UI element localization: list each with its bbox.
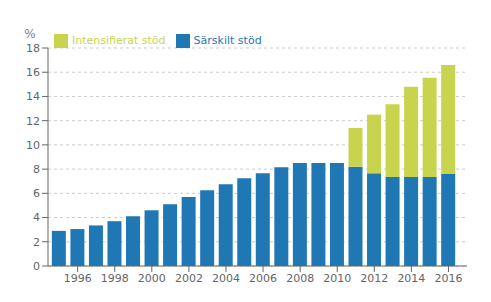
html-text:Intensifierat stöd: Intensifierat stöd bbox=[72, 34, 166, 47]
svg-text:14: 14 bbox=[26, 90, 40, 103]
svg-text:2006: 2006 bbox=[249, 272, 277, 285]
svg-text:2016: 2016 bbox=[434, 272, 462, 285]
svg-text:1996: 1996 bbox=[64, 272, 92, 285]
svg-text:2010: 2010 bbox=[323, 272, 351, 285]
svg-text:4: 4 bbox=[33, 211, 40, 224]
html-text:Särskilt stöd: Särskilt stöd bbox=[193, 34, 262, 47]
svg-text:6: 6 bbox=[33, 187, 40, 200]
svg-text:0: 0 bbox=[33, 260, 40, 273]
svg-text:2014: 2014 bbox=[397, 272, 425, 285]
svg-text:8: 8 bbox=[33, 163, 40, 176]
svg-text:18: 18 bbox=[26, 42, 40, 55]
svg-text:2000: 2000 bbox=[138, 272, 166, 285]
svg-text:2012: 2012 bbox=[360, 272, 388, 285]
svg-text:10: 10 bbox=[26, 139, 40, 152]
svg-text:1998: 1998 bbox=[101, 272, 129, 285]
svg-text:2: 2 bbox=[33, 236, 40, 249]
svg-text:2002: 2002 bbox=[175, 272, 203, 285]
svg-text:12: 12 bbox=[26, 115, 40, 128]
svg-text:2008: 2008 bbox=[286, 272, 314, 285]
svg-text:16: 16 bbox=[26, 66, 40, 79]
svg-text:2004: 2004 bbox=[212, 272, 240, 285]
svg-text:%: % bbox=[24, 27, 35, 41]
